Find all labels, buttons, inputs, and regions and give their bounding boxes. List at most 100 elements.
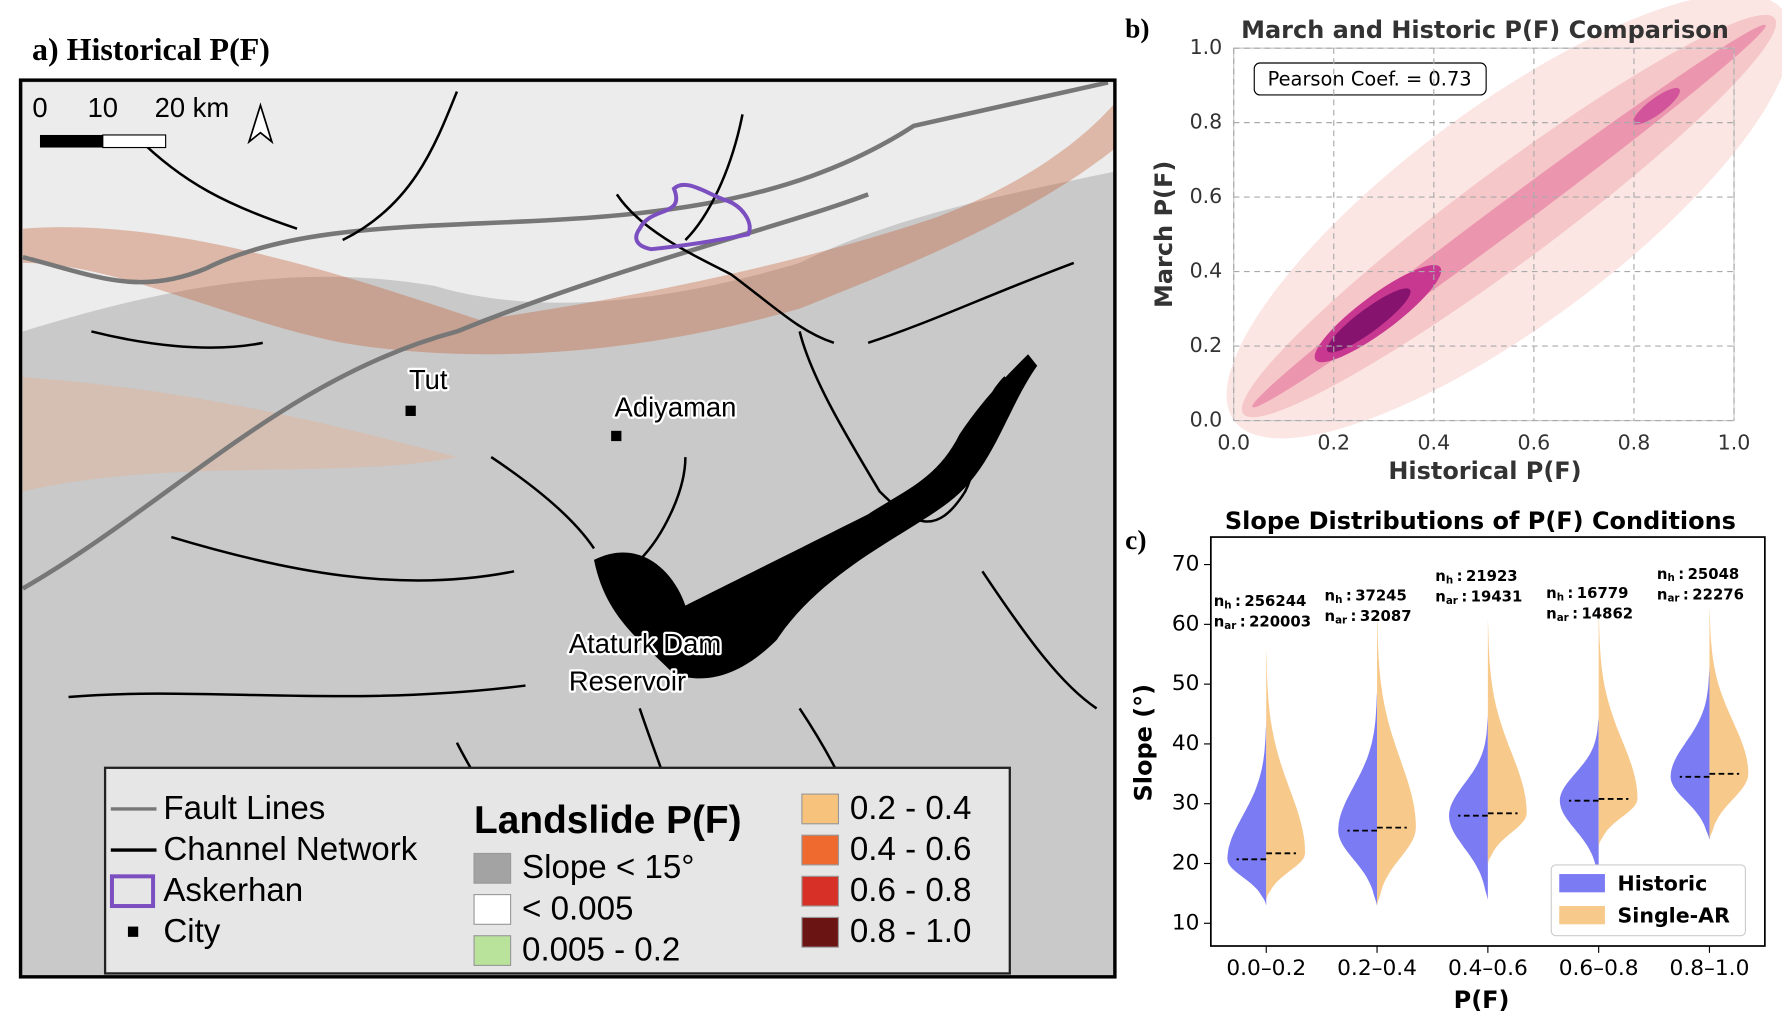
legend-label: 0.6 - 0.8 (850, 872, 971, 909)
landslide-zone (22, 377, 457, 492)
place-label: Ataturk Dam (569, 628, 721, 659)
count-value: 16779 (1577, 584, 1629, 602)
count-symbol: n (1657, 585, 1668, 603)
x-tick-label: 0.6 (1518, 430, 1551, 454)
legend-swatch (473, 852, 512, 884)
violin-half (1670, 666, 1710, 840)
count-value: 21923 (1466, 567, 1518, 585)
count-subscript: ar (1335, 614, 1348, 626)
legend-swatch (473, 894, 512, 925)
x-tick-label: 0.0–0.2 (1226, 956, 1306, 981)
count-label: nh:21923 (1435, 567, 1517, 586)
count-value: 37245 (1355, 586, 1407, 604)
count-symbol: n (1435, 567, 1446, 585)
y-tick-label: 0.4 (1190, 259, 1223, 283)
fault-lines (21, 80, 1109, 591)
count-separator: : (1457, 567, 1463, 585)
count-value: 22276 (1692, 585, 1744, 603)
x-tick-label: 0.4 (1417, 430, 1450, 454)
count-label: nar:19431 (1435, 588, 1522, 607)
count-value: 256244 (1244, 592, 1306, 610)
count-label: nar:32087 (1325, 607, 1412, 626)
count-subscript: h (1224, 600, 1231, 612)
count-separator: : (1235, 592, 1241, 610)
chart-title: March and Historic P(F) Comparison (1241, 16, 1729, 44)
count-subscript: h (1335, 594, 1342, 606)
y-tick-label: 0.0 (1190, 408, 1223, 432)
y-axis-label: Slope (°) (1130, 684, 1158, 802)
legend-label: City (163, 913, 220, 950)
map-legend (103, 766, 1011, 975)
count-label: nh:16779 (1546, 584, 1628, 603)
count-separator: : (1461, 588, 1467, 606)
count-separator: : (1678, 565, 1684, 583)
legend-swatch (801, 834, 840, 866)
count-subscript: ar (1224, 620, 1237, 632)
violin-half (1559, 714, 1599, 876)
scale-label: 0 (32, 92, 47, 123)
y-tick-label: 40 (1172, 731, 1200, 756)
x-tick-label: 0.4–0.6 (1448, 956, 1528, 981)
place-label: Adiyaman (615, 391, 737, 422)
channel-network (68, 91, 1098, 915)
count-symbol: n (1325, 607, 1336, 625)
y-tick-label: 0.2 (1190, 333, 1223, 357)
count-symbol: n (1214, 592, 1225, 610)
x-tick-label: 0.8 (1618, 430, 1651, 454)
count-label: nh:25048 (1657, 565, 1739, 584)
y-tick-label: 70 (1172, 552, 1200, 577)
legend-label: Askerhan (163, 872, 303, 909)
y-tick-label: 10 (1172, 910, 1200, 935)
landslide-zone (22, 102, 1115, 355)
x-tick-label: 0.2 (1317, 430, 1350, 454)
count-value: 19431 (1471, 588, 1523, 606)
count-subscript: h (1557, 592, 1564, 604)
count-label: nh:37245 (1325, 586, 1407, 605)
violin-half (1227, 720, 1267, 906)
count-symbol: n (1325, 586, 1336, 604)
panel-label: b) (1125, 13, 1149, 43)
y-tick-label: 20 (1172, 850, 1200, 875)
density-panel: Pearson Coef. = 0.73 (1226, 0, 1782, 439)
count-value: 220003 (1249, 613, 1311, 631)
y-tick-label: 60 (1172, 611, 1200, 636)
count-symbol: n (1657, 565, 1668, 583)
legend-swatch (473, 935, 512, 966)
askerhan (634, 182, 752, 252)
count-subscript: ar (1667, 593, 1680, 605)
city (405, 405, 416, 416)
map-frame (18, 78, 1117, 979)
count-symbol: n (1435, 588, 1446, 606)
legend-label: Slope < 15° (522, 849, 694, 886)
x-axis-label: P(F) (1454, 986, 1510, 1014)
y-tick-label: 0.8 (1190, 110, 1223, 134)
place-label: Tut (409, 364, 448, 395)
scale-label: 20 km (155, 92, 230, 123)
legend-swatch (801, 875, 840, 907)
count-separator: : (1683, 585, 1689, 603)
legend-label: Channel Network (163, 831, 417, 868)
legend-label: 0.4 - 0.6 (850, 831, 971, 868)
legend-swatch (801, 916, 840, 948)
count-label: nar:220003 (1214, 613, 1311, 632)
legend-swatch (1559, 874, 1605, 893)
x-tick-label: 0.2–0.4 (1337, 956, 1417, 981)
legend-label: 0.8 - 1.0 (850, 913, 971, 950)
annotation: Pearson Coef. = 0.73 (1268, 68, 1472, 91)
count-label: nar:14862 (1546, 605, 1633, 624)
violin-half (1449, 714, 1488, 900)
y-tick-label: 0.6 (1190, 184, 1223, 208)
flat-terrain (22, 82, 1115, 332)
annotation-box (1253, 62, 1487, 96)
y-tick-label: 30 (1172, 791, 1200, 816)
panel-label: c) (1125, 525, 1146, 555)
x-tick-label: 0.8–1.0 (1670, 956, 1750, 981)
legend-swatch (127, 926, 139, 937)
legend-label: Historic (1618, 871, 1708, 895)
count-value: 14862 (1581, 605, 1633, 623)
count-subscript: h (1446, 574, 1453, 586)
density-field (1226, 0, 1782, 439)
count-subscript: ar (1557, 612, 1570, 624)
count-value: 25048 (1688, 565, 1740, 583)
